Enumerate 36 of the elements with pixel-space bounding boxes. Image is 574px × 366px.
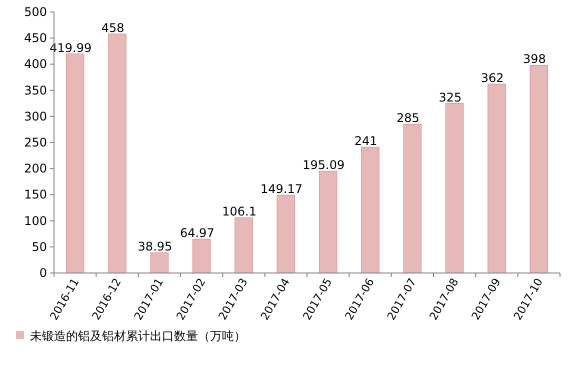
data-label: 285	[396, 111, 420, 126]
data-label: 195.09	[302, 158, 345, 172]
data-label: 398	[523, 52, 546, 66]
bar	[530, 64, 548, 274]
bar	[445, 103, 464, 274]
y-tick-label: 350	[24, 83, 47, 98]
bar	[361, 146, 380, 274]
data-label: 419.99	[50, 40, 92, 55]
bar	[276, 194, 296, 274]
data-label: 64.97	[180, 226, 214, 240]
y-tick-label: 450	[24, 31, 47, 46]
bar	[318, 170, 338, 274]
data-label: 362	[480, 71, 504, 86]
bar	[488, 84, 506, 274]
y-tick-label: 150	[24, 188, 47, 202]
data-label: 149.17	[260, 182, 302, 196]
y-tick-label: 400	[24, 57, 47, 72]
bar	[403, 124, 422, 274]
y-tick-label: 0	[39, 266, 47, 280]
data-label: 241	[354, 134, 378, 148]
data-label: 325	[438, 90, 462, 104]
data-label: 458	[101, 20, 124, 35]
y-tick-label: 50	[32, 240, 47, 254]
y-tick-label: 100	[24, 214, 47, 228]
y-tick-label: 500	[24, 5, 47, 19]
y-tick-label: 300	[24, 109, 47, 124]
data-label: 106.1	[222, 204, 256, 219]
bar	[66, 53, 84, 274]
bar	[108, 34, 126, 274]
bar	[150, 252, 169, 274]
y-tick-label: 250	[24, 136, 47, 150]
legend-label: 未锻造的铝及铝材累计出口数量（万吨）	[30, 329, 246, 343]
bar	[234, 217, 253, 274]
bar	[192, 238, 211, 274]
y-tick-label: 200	[24, 162, 47, 176]
data-label: 38.95	[138, 240, 172, 254]
